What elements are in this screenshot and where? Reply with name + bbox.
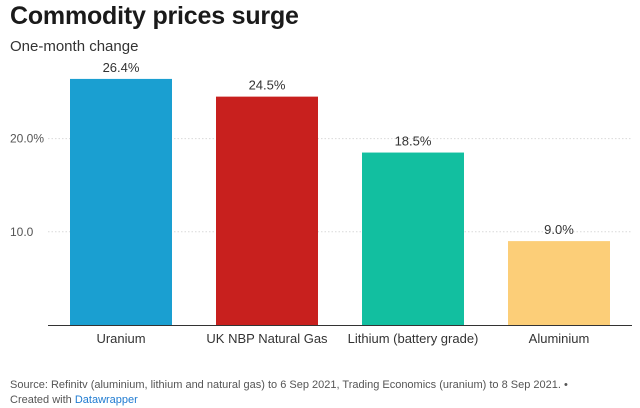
category-label: Aluminium [529,331,590,346]
chart-footer: Source: Refinitv (aluminium, lithium and… [10,378,630,408]
category-label: Uranium [96,331,145,346]
y-tick-label: 20.0% [10,132,44,146]
source-note: Source: Refinitv (aluminium, lithium and… [10,379,568,391]
bar-value-label: 26.4% [103,60,140,75]
category-label: Lithium (battery grade) [348,331,479,346]
bar-uk-nbp-natural-gas [216,96,318,325]
bar-value-label: 9.0% [544,222,574,237]
datawrapper-link[interactable]: Datawrapper [74,394,138,406]
y-tick-label: 10.0 [10,225,34,239]
chart-title: Commodity prices surge [10,2,299,30]
bar-value-label: 18.5% [395,134,432,149]
created-with-note: Created with Datawrapper [10,393,630,408]
category-label: UK NBP Natural Gas [206,331,328,346]
bar-aluminium [508,241,610,325]
bar-lithium-battery-grade [362,152,464,325]
chart-subtitle: One-month change [10,38,139,55]
bar-uranium [70,78,172,326]
bar-value-label: 24.5% [249,78,286,93]
created-with-prefix: Created with [10,394,72,406]
